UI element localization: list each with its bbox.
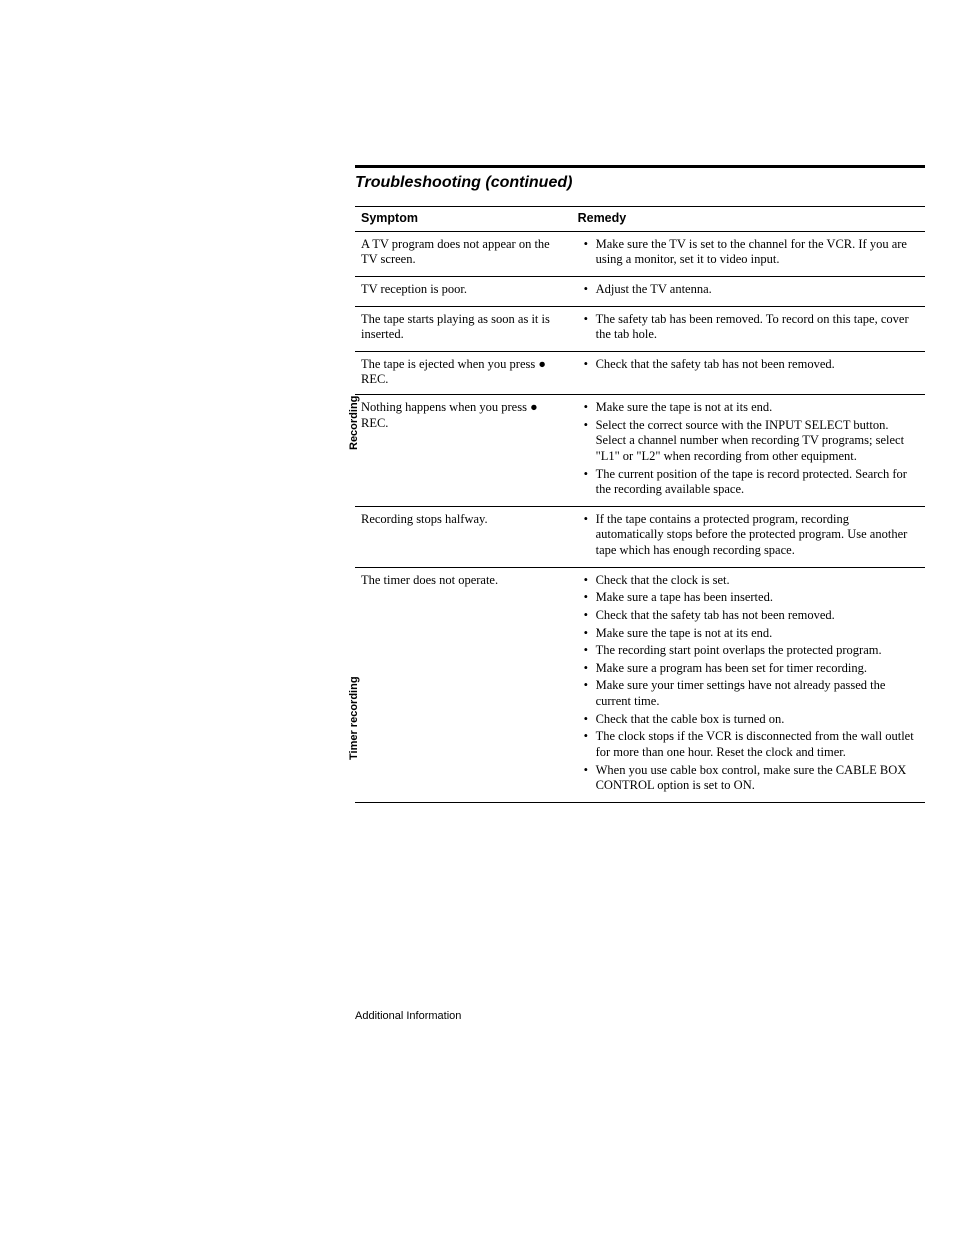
col-remedy: Remedy xyxy=(572,207,925,232)
symptom-cell: The timer does not operate. xyxy=(355,567,572,802)
footer-text: Additional Information xyxy=(355,1010,461,1022)
remedy-item: Check that the cable box is turned on. xyxy=(588,712,919,728)
remedy-item: The current position of the tape is reco… xyxy=(588,467,919,498)
page-title: Troubleshooting (continued) xyxy=(355,174,925,192)
remedy-cell: Adjust the TV antenna. xyxy=(572,276,925,306)
table-row: The timer does not operate.Check that th… xyxy=(355,567,925,802)
symptom-cell: Nothing happens when you press ● REC. xyxy=(355,395,572,507)
symptom-cell: TV reception is poor. xyxy=(355,276,572,306)
remedy-cell: Make sure the TV is set to the channel f… xyxy=(572,231,925,276)
remedy-item: Make sure your timer settings have not a… xyxy=(588,678,919,709)
remedy-item: Make sure a tape has been inserted. xyxy=(588,590,919,606)
title-rule xyxy=(355,165,925,168)
remedy-item: Check that the safety tab has not been r… xyxy=(588,357,919,373)
troubleshooting-table: Symptom Remedy A TV program does not app… xyxy=(355,206,925,803)
table-row: Recording stops halfway. If the tape cont… xyxy=(355,506,925,567)
symptom-cell: The tape is ejected when you press ● REC… xyxy=(355,351,572,394)
remedy-item: Make sure the TV is set to the channel f… xyxy=(588,237,919,268)
remedy-item: When you use cable box control, make sur… xyxy=(588,763,919,794)
col-symptom: Symptom xyxy=(355,207,572,232)
table-row: The tape starts playing as soon as it is… xyxy=(355,306,925,351)
remedy-item: Make sure a program has been set for tim… xyxy=(588,661,919,677)
remedy-item: Select the correct source with the INPUT… xyxy=(588,418,919,465)
symptom-cell: A TV program does not appear on the TV s… xyxy=(355,231,572,276)
table-row: A TV program does not appear on the TV s… xyxy=(355,231,925,276)
symptom-cell: The tape starts playing as soon as it is… xyxy=(355,306,572,351)
table-row: TV reception is poor. Adjust the TV anten… xyxy=(355,276,925,306)
remedy-item: Check that the clock is set. xyxy=(588,573,919,589)
remedy-item: Check that the safety tab has not been r… xyxy=(588,608,919,624)
page-content: Troubleshooting (continued) Symptom Reme… xyxy=(355,165,925,803)
symptom-cell: Recording stops halfway. xyxy=(355,506,572,567)
remedy-cell: The safety tab has been removed. To reco… xyxy=(572,306,925,351)
table-row: The tape is ejected when you press ● REC… xyxy=(355,351,925,394)
remedy-cell: If the tape contains a protected program… xyxy=(572,506,925,567)
remedy-item: The clock stops if the VCR is disconnect… xyxy=(588,729,919,760)
remedy-item: If the tape contains a protected program… xyxy=(588,512,919,559)
remedy-item: Make sure the tape is not at its end. xyxy=(588,626,919,642)
remedy-cell: Make sure the tape is not at its end. Sel… xyxy=(572,395,925,507)
remedy-item: The recording start point overlaps the p… xyxy=(588,643,919,659)
remedy-cell: Check that the clock is set.Make sure a … xyxy=(572,567,925,802)
remedy-item: The safety tab has been removed. To reco… xyxy=(588,312,919,343)
remedy-item: Make sure the tape is not at its end. xyxy=(588,400,919,416)
remedy-item: Adjust the TV antenna. xyxy=(588,282,919,298)
table-row: Nothing happens when you press ● REC.Mak… xyxy=(355,395,925,507)
remedy-cell: Check that the safety tab has not been r… xyxy=(572,351,925,394)
